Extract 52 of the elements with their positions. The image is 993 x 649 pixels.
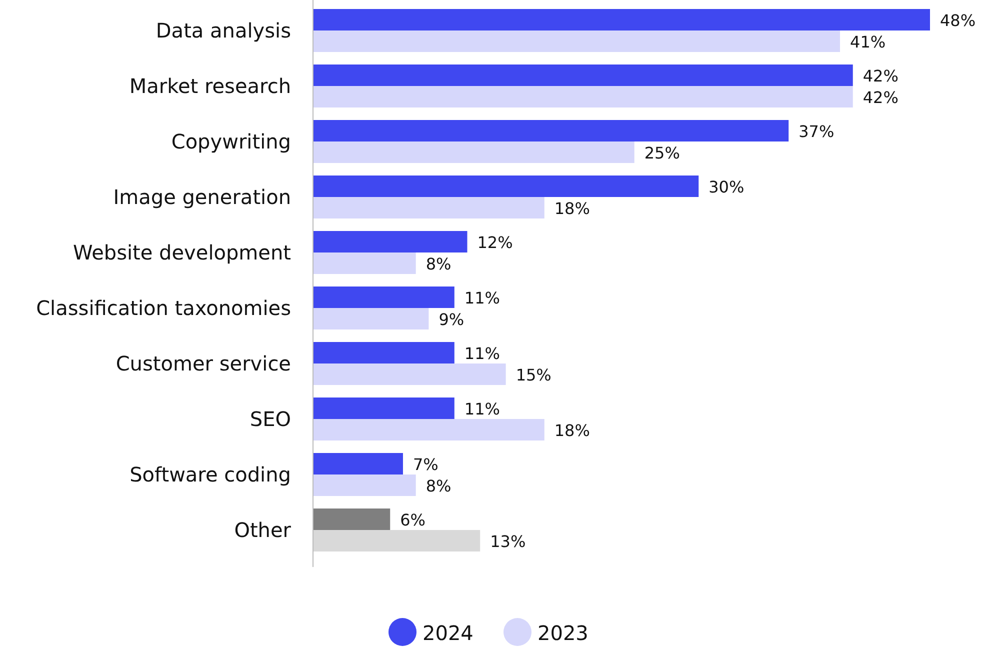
data-label: 25% — [644, 143, 680, 162]
data-label: 48% — [940, 10, 976, 30]
data-label: 41% — [850, 32, 886, 52]
data-label: 30% — [708, 177, 744, 196]
bar — [313, 120, 789, 142]
legend-label: 2023 — [538, 621, 588, 645]
bar — [313, 398, 454, 419]
bar — [313, 30, 840, 52]
y-tick-label: Data analysis — [156, 18, 291, 42]
data-label: 13% — [490, 532, 526, 551]
data-label: 42% — [862, 88, 898, 107]
data-label: 37% — [798, 122, 834, 141]
bar — [313, 231, 468, 252]
bar — [313, 530, 480, 552]
bar — [313, 474, 416, 496]
y-tick-label: Website development — [72, 240, 292, 264]
bar — [313, 197, 544, 218]
data-label: 42% — [862, 66, 898, 86]
bar — [313, 419, 544, 440]
y-tick-label: Other — [234, 518, 292, 542]
data-label: 18% — [554, 420, 590, 440]
bar — [313, 252, 416, 274]
data-label: 8% — [426, 476, 452, 496]
y-tick-label: SEO — [250, 407, 291, 431]
y-tick-label: Image generation — [113, 185, 291, 209]
y-tick-label: Copywriting — [171, 130, 291, 154]
data-label: 18% — [554, 198, 590, 218]
data-label: 9% — [438, 310, 464, 329]
data-label: 15% — [516, 365, 552, 384]
data-label: 8% — [426, 254, 452, 274]
bar — [313, 364, 506, 385]
bar — [313, 508, 390, 530]
bar — [313, 64, 853, 86]
bar — [313, 142, 634, 163]
y-tick-label: Software coding — [130, 462, 291, 486]
legend-label: 2024 — [422, 621, 474, 645]
data-label: 7% — [412, 454, 438, 474]
bar — [313, 86, 853, 108]
y-tick-label: Customer service — [116, 352, 291, 376]
bar — [313, 286, 454, 308]
data-label: 11% — [464, 399, 500, 418]
y-tick-label: Classification taxonomies — [36, 296, 291, 320]
data-label: 6% — [400, 510, 426, 530]
y-tick-label: Market research — [129, 74, 291, 98]
data-label: 11% — [464, 288, 500, 308]
bar — [313, 176, 699, 197]
data-label: 11% — [464, 344, 500, 363]
bar — [313, 453, 403, 474]
bar — [313, 342, 454, 364]
bar — [313, 308, 429, 330]
data-label: 12% — [477, 232, 513, 252]
bar — [313, 9, 930, 30]
